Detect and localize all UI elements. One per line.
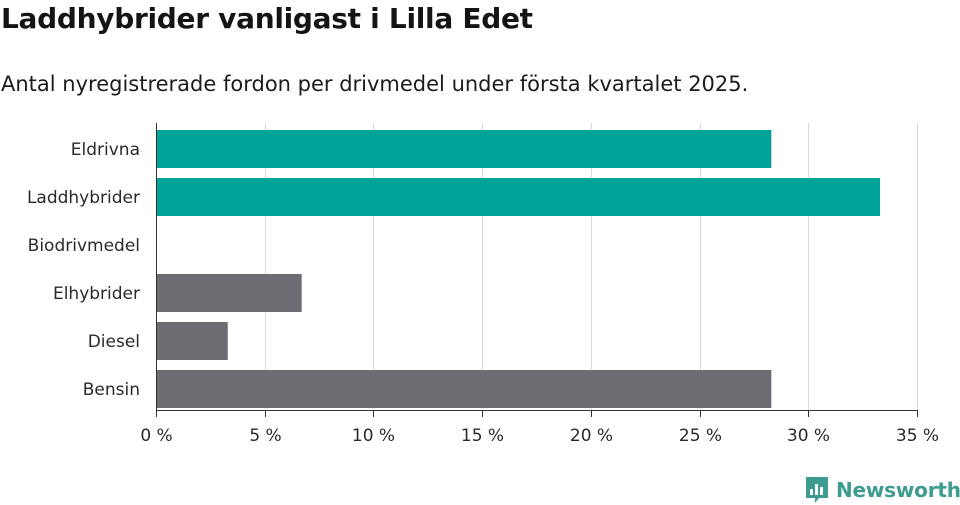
category-label-2: Biodrivmedel — [28, 236, 140, 256]
chart-subtitle: Antal nyregistrerade fordon per drivmede… — [1, 72, 749, 96]
category-label-1: Laddhybrider — [27, 188, 140, 208]
newsworthy-logo-icon — [806, 477, 828, 503]
chart-title: Laddhybrider vanligast i Lilla Edet — [1, 2, 533, 35]
category-label-3: Elhybrider — [53, 284, 140, 304]
bar-0 — [156, 130, 772, 168]
newsworthy-logo-text: Newsworthy — [836, 478, 960, 502]
bar-3 — [156, 274, 302, 312]
x-tick-label-4: 20 % — [570, 426, 613, 446]
bar-4 — [156, 322, 228, 360]
x-tick-label-1: 5 % — [249, 426, 281, 446]
x-tick-label-5: 25 % — [679, 426, 722, 446]
category-label-4: Diesel — [88, 332, 140, 352]
category-label-5: Bensin — [83, 380, 140, 400]
x-tick-label-3: 15 % — [461, 426, 504, 446]
x-tick-label-6: 30 % — [787, 426, 830, 446]
bar-5 — [156, 370, 772, 408]
category-label-0: Eldrivna — [71, 140, 140, 160]
x-tick-label-7: 35 % — [896, 426, 939, 446]
x-tick-label-2: 10 % — [352, 426, 395, 446]
newsworthy-logo: Newsworthy — [804, 475, 960, 505]
bar-1 — [156, 178, 881, 216]
x-tick-label-0: 0 % — [140, 426, 172, 446]
